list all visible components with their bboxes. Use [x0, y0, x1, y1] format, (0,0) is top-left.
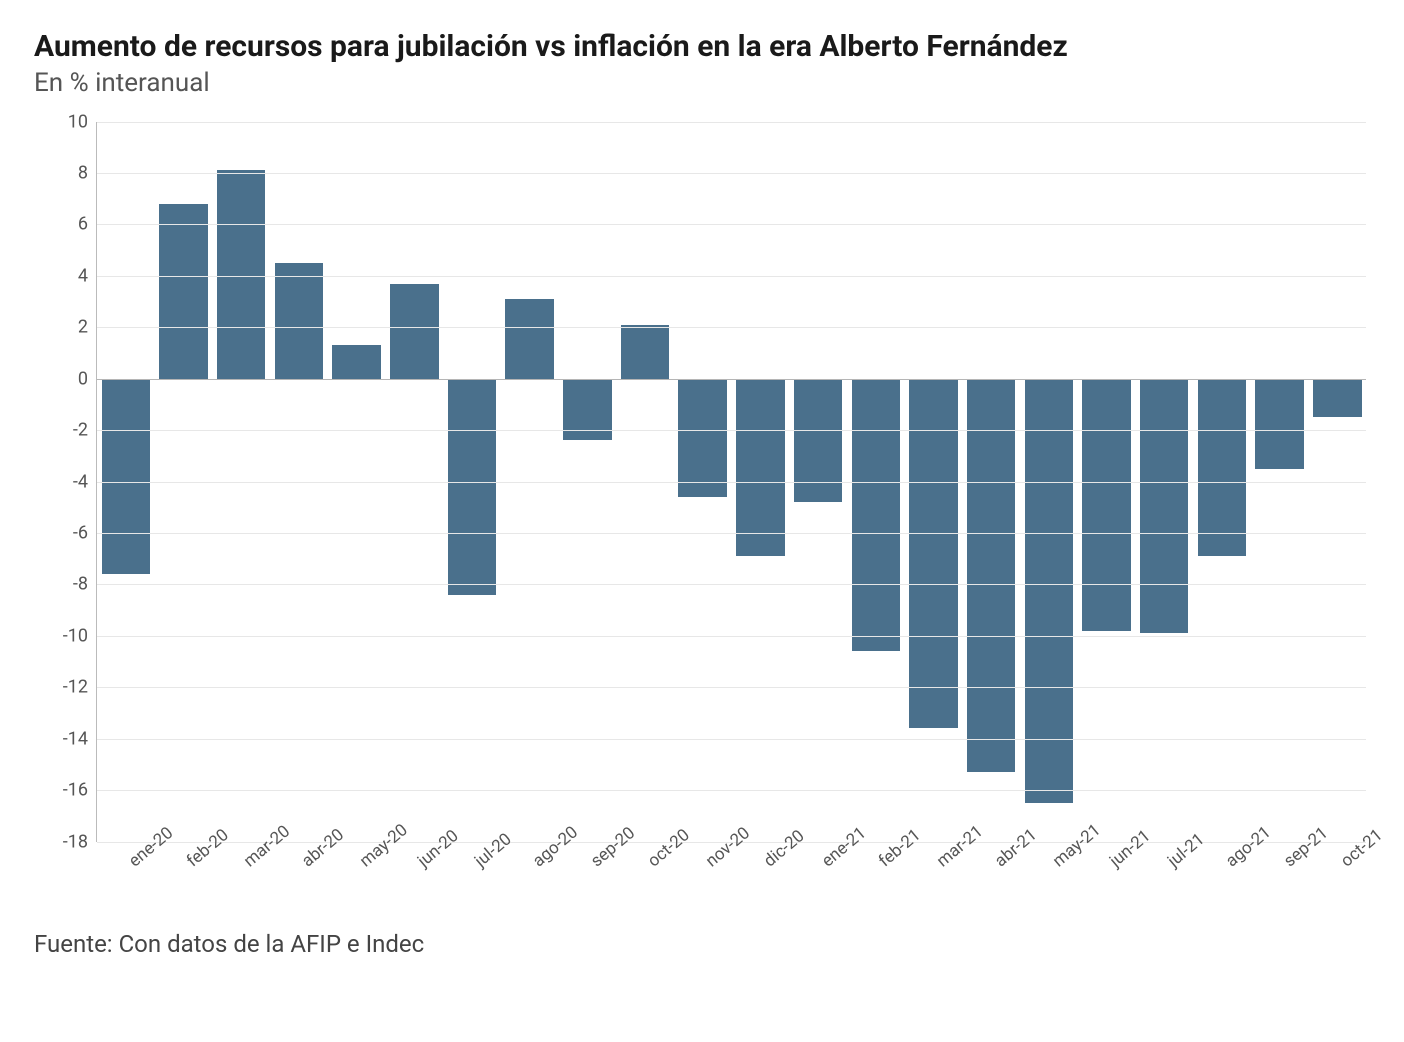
y-axis: -18-16-14-12-10-8-6-4-20246810 — [34, 122, 96, 842]
bar — [275, 263, 323, 379]
bar — [563, 379, 611, 441]
y-tick-label: -10 — [63, 625, 88, 646]
chart-source: Fuente: Con datos de la AFIP e Indec — [34, 930, 1370, 958]
bar — [1198, 379, 1246, 556]
grid-line — [97, 276, 1366, 277]
grid-line — [97, 122, 1366, 123]
x-label-slot: ago-20 — [500, 842, 558, 922]
bar — [967, 379, 1015, 772]
x-label-slot: mar-21 — [904, 842, 962, 922]
x-label-slot: ago-21 — [1193, 842, 1251, 922]
grid-line — [97, 790, 1366, 791]
chart-container: Aumento de recursos para jubilación vs i… — [0, 0, 1404, 1042]
grid-line — [97, 327, 1366, 328]
y-tick-label: 8 — [78, 162, 88, 183]
y-tick-label: -2 — [73, 420, 88, 441]
x-label-slot: feb-20 — [154, 842, 212, 922]
grid-line — [97, 224, 1366, 225]
x-label-slot: abr-20 — [269, 842, 327, 922]
x-label-slot: mar-20 — [211, 842, 269, 922]
grid-line — [97, 533, 1366, 534]
bar — [794, 379, 842, 502]
y-tick-label: 4 — [78, 265, 88, 286]
bar — [1255, 379, 1303, 469]
zero-line — [97, 379, 1366, 380]
y-tick-label: 0 — [78, 368, 88, 389]
y-tick-label: -16 — [63, 780, 88, 801]
x-label-slot: oct-21 — [1308, 842, 1366, 922]
bar — [736, 379, 784, 556]
bar — [102, 379, 150, 574]
x-label-slot: jul-20 — [442, 842, 500, 922]
bar — [621, 325, 669, 379]
bar — [332, 345, 380, 378]
y-tick-label: -14 — [63, 728, 88, 749]
chart-subtitle: En % interanual — [34, 68, 1370, 98]
grid-line — [97, 687, 1366, 688]
y-tick-label: -18 — [63, 831, 88, 852]
bar — [1313, 379, 1361, 418]
x-label-slot: ene-20 — [96, 842, 154, 922]
grid-line — [97, 430, 1366, 431]
bar — [390, 284, 438, 379]
bar — [852, 379, 900, 652]
chart-plot-area: -18-16-14-12-10-8-6-4-20246810 — [34, 122, 1370, 842]
y-tick-label: 10 — [68, 111, 88, 132]
x-label-slot: nov-20 — [673, 842, 731, 922]
y-tick-label: 6 — [78, 214, 88, 235]
bar — [909, 379, 957, 729]
x-label-slot: may-20 — [327, 842, 385, 922]
y-tick-label: -6 — [73, 522, 88, 543]
x-label-slot: abr-21 — [962, 842, 1020, 922]
x-axis: ene-20feb-20mar-20abr-20may-20jun-20jul-… — [96, 842, 1366, 922]
grid-line — [97, 636, 1366, 637]
x-label-slot: jun-20 — [385, 842, 443, 922]
x-label-slot: ene-21 — [789, 842, 847, 922]
bar — [217, 170, 265, 378]
bar — [1140, 379, 1188, 634]
y-tick-label: -8 — [73, 574, 88, 595]
bar — [678, 379, 726, 497]
y-tick-label: -12 — [63, 677, 88, 698]
grid-line — [97, 173, 1366, 174]
x-label-slot: sep-20 — [558, 842, 616, 922]
x-label-slot: sep-21 — [1251, 842, 1309, 922]
x-label-slot: jun-21 — [1077, 842, 1135, 922]
x-label-slot: dic-20 — [731, 842, 789, 922]
x-axis-labels: ene-20feb-20mar-20abr-20may-20jun-20jul-… — [96, 842, 1366, 922]
x-label-slot: feb-21 — [847, 842, 905, 922]
y-tick-label: -4 — [73, 471, 88, 492]
y-tick-label: 2 — [78, 317, 88, 338]
x-label-slot: may-21 — [1020, 842, 1078, 922]
bar — [448, 379, 496, 595]
x-label-slot: oct-20 — [616, 842, 674, 922]
chart-title: Aumento de recursos para jubilación vs i… — [34, 28, 1370, 66]
grid-line — [97, 739, 1366, 740]
x-label-slot: jul-21 — [1135, 842, 1193, 922]
plot-region — [96, 122, 1366, 842]
bar — [159, 204, 207, 379]
bar — [1082, 379, 1130, 631]
grid-line — [97, 482, 1366, 483]
bar — [505, 299, 553, 379]
grid-line — [97, 584, 1366, 585]
